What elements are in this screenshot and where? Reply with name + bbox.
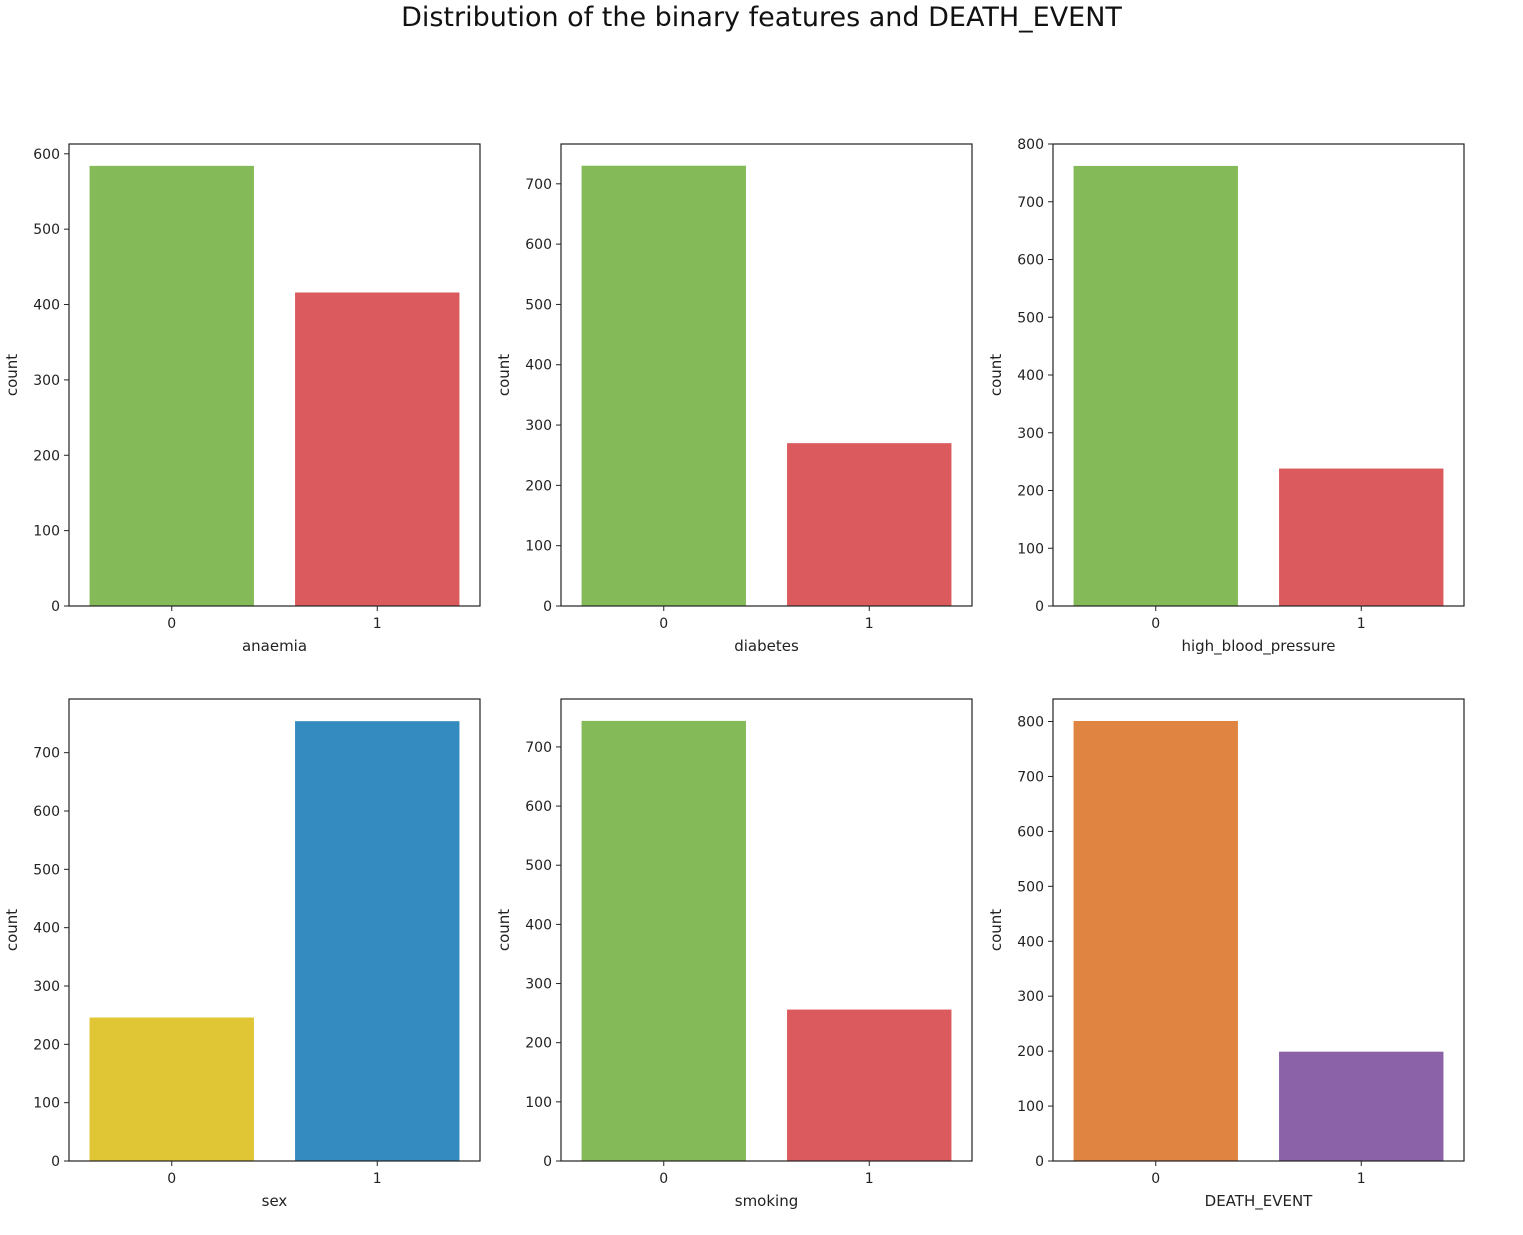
subplot-anaemia: 0 1 0 100 200 300 400 500 600 anaemia count	[3, 143, 481, 655]
y-tick-label: 400	[1017, 934, 1044, 950]
y-tick-label: 300	[33, 373, 60, 389]
y-tick-label: 700	[1017, 195, 1044, 211]
subplot-high-blood-pressure: 0 1 0 100 200 300 400 500 600 700 800 high_blood_pr…	[987, 137, 1465, 656]
x-tick-label: 1	[865, 1171, 874, 1187]
y-tick-label: 400	[525, 358, 552, 374]
y-tick-label: 400	[33, 921, 60, 937]
y-tick-label: 0	[51, 599, 60, 615]
y-tick-label: 700	[525, 740, 552, 756]
y-tick-label: 500	[525, 297, 552, 313]
bar-1	[787, 1009, 952, 1161]
y-axis-label: count	[3, 909, 21, 951]
x-tick-label: 1	[373, 616, 382, 632]
x-axis-label: high_blood_pressure	[1181, 637, 1335, 656]
y-tick-label: 500	[1017, 879, 1044, 895]
bar-0	[89, 165, 254, 606]
subplot-smoking: 0 1 0 100 200 300 400 500 600 700 smoking count	[495, 698, 973, 1210]
bar-1	[295, 721, 460, 1161]
y-tick-label: 700	[525, 177, 552, 193]
y-tick-label: 600	[33, 147, 60, 163]
figure-title: Distribution of the binary features and …	[401, 2, 1122, 33]
y-tick-label: 300	[1017, 426, 1044, 442]
y-tick-label: 300	[525, 418, 552, 434]
x-tick-label: 1	[865, 616, 874, 632]
y-axis-label: count	[495, 354, 513, 396]
y-tick-label: 0	[1035, 1154, 1044, 1170]
y-tick-label: 100	[1017, 541, 1044, 557]
y-tick-label: 800	[1017, 137, 1044, 153]
x-tick-label: 0	[1151, 1171, 1160, 1187]
y-tick-label: 0	[1035, 599, 1044, 615]
bar-0	[1073, 165, 1238, 606]
y-tick-label: 100	[33, 1096, 60, 1112]
x-axis-label: sex	[262, 1192, 288, 1210]
y-axis-label: count	[987, 909, 1005, 951]
axes-frame	[560, 143, 973, 607]
bar-0	[581, 165, 746, 606]
y-tick-label: 600	[1017, 253, 1044, 269]
y-tick-label: 200	[1017, 484, 1044, 500]
axes-frame	[1052, 698, 1465, 1162]
y-tick-label: 500	[33, 862, 60, 878]
y-tick-label: 300	[1017, 989, 1044, 1005]
x-axis-label: DEATH_EVENT	[1205, 1192, 1314, 1211]
y-tick-label: 600	[1017, 824, 1044, 840]
y-tick-label: 600	[33, 804, 60, 820]
y-tick-label: 600	[525, 237, 552, 253]
y-axis-label: count	[495, 909, 513, 951]
y-tick-label: 800	[1017, 715, 1044, 731]
y-tick-label: 0	[543, 1154, 552, 1170]
x-tick-label: 0	[1151, 616, 1160, 632]
y-tick-label: 200	[33, 448, 60, 464]
x-axis-label: anaemia	[242, 637, 307, 655]
subplot-death-event: 0 1 0 100 200 300 400 500 600 700 800 DEATH_EVENT co…	[987, 698, 1465, 1211]
y-tick-label: 300	[525, 977, 552, 993]
axes-frame	[68, 143, 481, 607]
x-tick-label: 0	[167, 1171, 176, 1187]
y-axis-label: count	[987, 354, 1005, 396]
x-axis-label: smoking	[735, 1192, 799, 1210]
x-tick-label: 1	[1357, 616, 1366, 632]
x-tick-label: 1	[373, 1171, 382, 1187]
x-tick-label: 0	[659, 616, 668, 632]
bar-1	[295, 292, 460, 606]
y-tick-label: 400	[33, 298, 60, 314]
subplot-diabetes: 0 1 0 100 200 300 400 500 600 700 diabetes count	[495, 143, 973, 655]
subplot-sex: 0 1 0 100 200 300 400 500 600 700 sex count	[3, 698, 481, 1210]
bar-0	[1073, 720, 1238, 1161]
y-tick-label: 200	[1017, 1044, 1044, 1060]
y-tick-label: 200	[525, 1036, 552, 1052]
x-tick-label: 0	[167, 616, 176, 632]
y-tick-label: 400	[1017, 368, 1044, 384]
bar-1	[1279, 468, 1444, 606]
y-tick-label: 500	[1017, 310, 1044, 326]
x-axis-label: diabetes	[734, 637, 799, 655]
y-tick-label: 500	[525, 858, 552, 874]
x-tick-label: 1	[1357, 1171, 1366, 1187]
bar-0	[581, 720, 746, 1161]
y-tick-label: 200	[525, 478, 552, 494]
y-tick-label: 0	[51, 1154, 60, 1170]
y-tick-label: 100	[525, 1095, 552, 1111]
axes-frame	[1052, 143, 1465, 607]
y-tick-label: 200	[33, 1037, 60, 1053]
y-tick-label: 300	[33, 979, 60, 995]
y-tick-label: 700	[1017, 769, 1044, 785]
y-tick-label: 100	[33, 524, 60, 540]
axes-frame	[560, 698, 973, 1162]
bar-1	[1279, 1051, 1444, 1161]
y-tick-label: 500	[33, 222, 60, 238]
y-axis-label: count	[3, 354, 21, 396]
y-tick-label: 600	[525, 799, 552, 815]
axes-frame	[68, 698, 481, 1162]
y-tick-label: 100	[525, 539, 552, 555]
bar-1	[787, 443, 952, 606]
y-tick-label: 400	[525, 917, 552, 933]
bar-0	[89, 1017, 254, 1161]
y-tick-label: 700	[33, 746, 60, 762]
x-tick-label: 0	[659, 1171, 668, 1187]
y-tick-label: 0	[543, 599, 552, 615]
y-tick-label: 100	[1017, 1099, 1044, 1115]
